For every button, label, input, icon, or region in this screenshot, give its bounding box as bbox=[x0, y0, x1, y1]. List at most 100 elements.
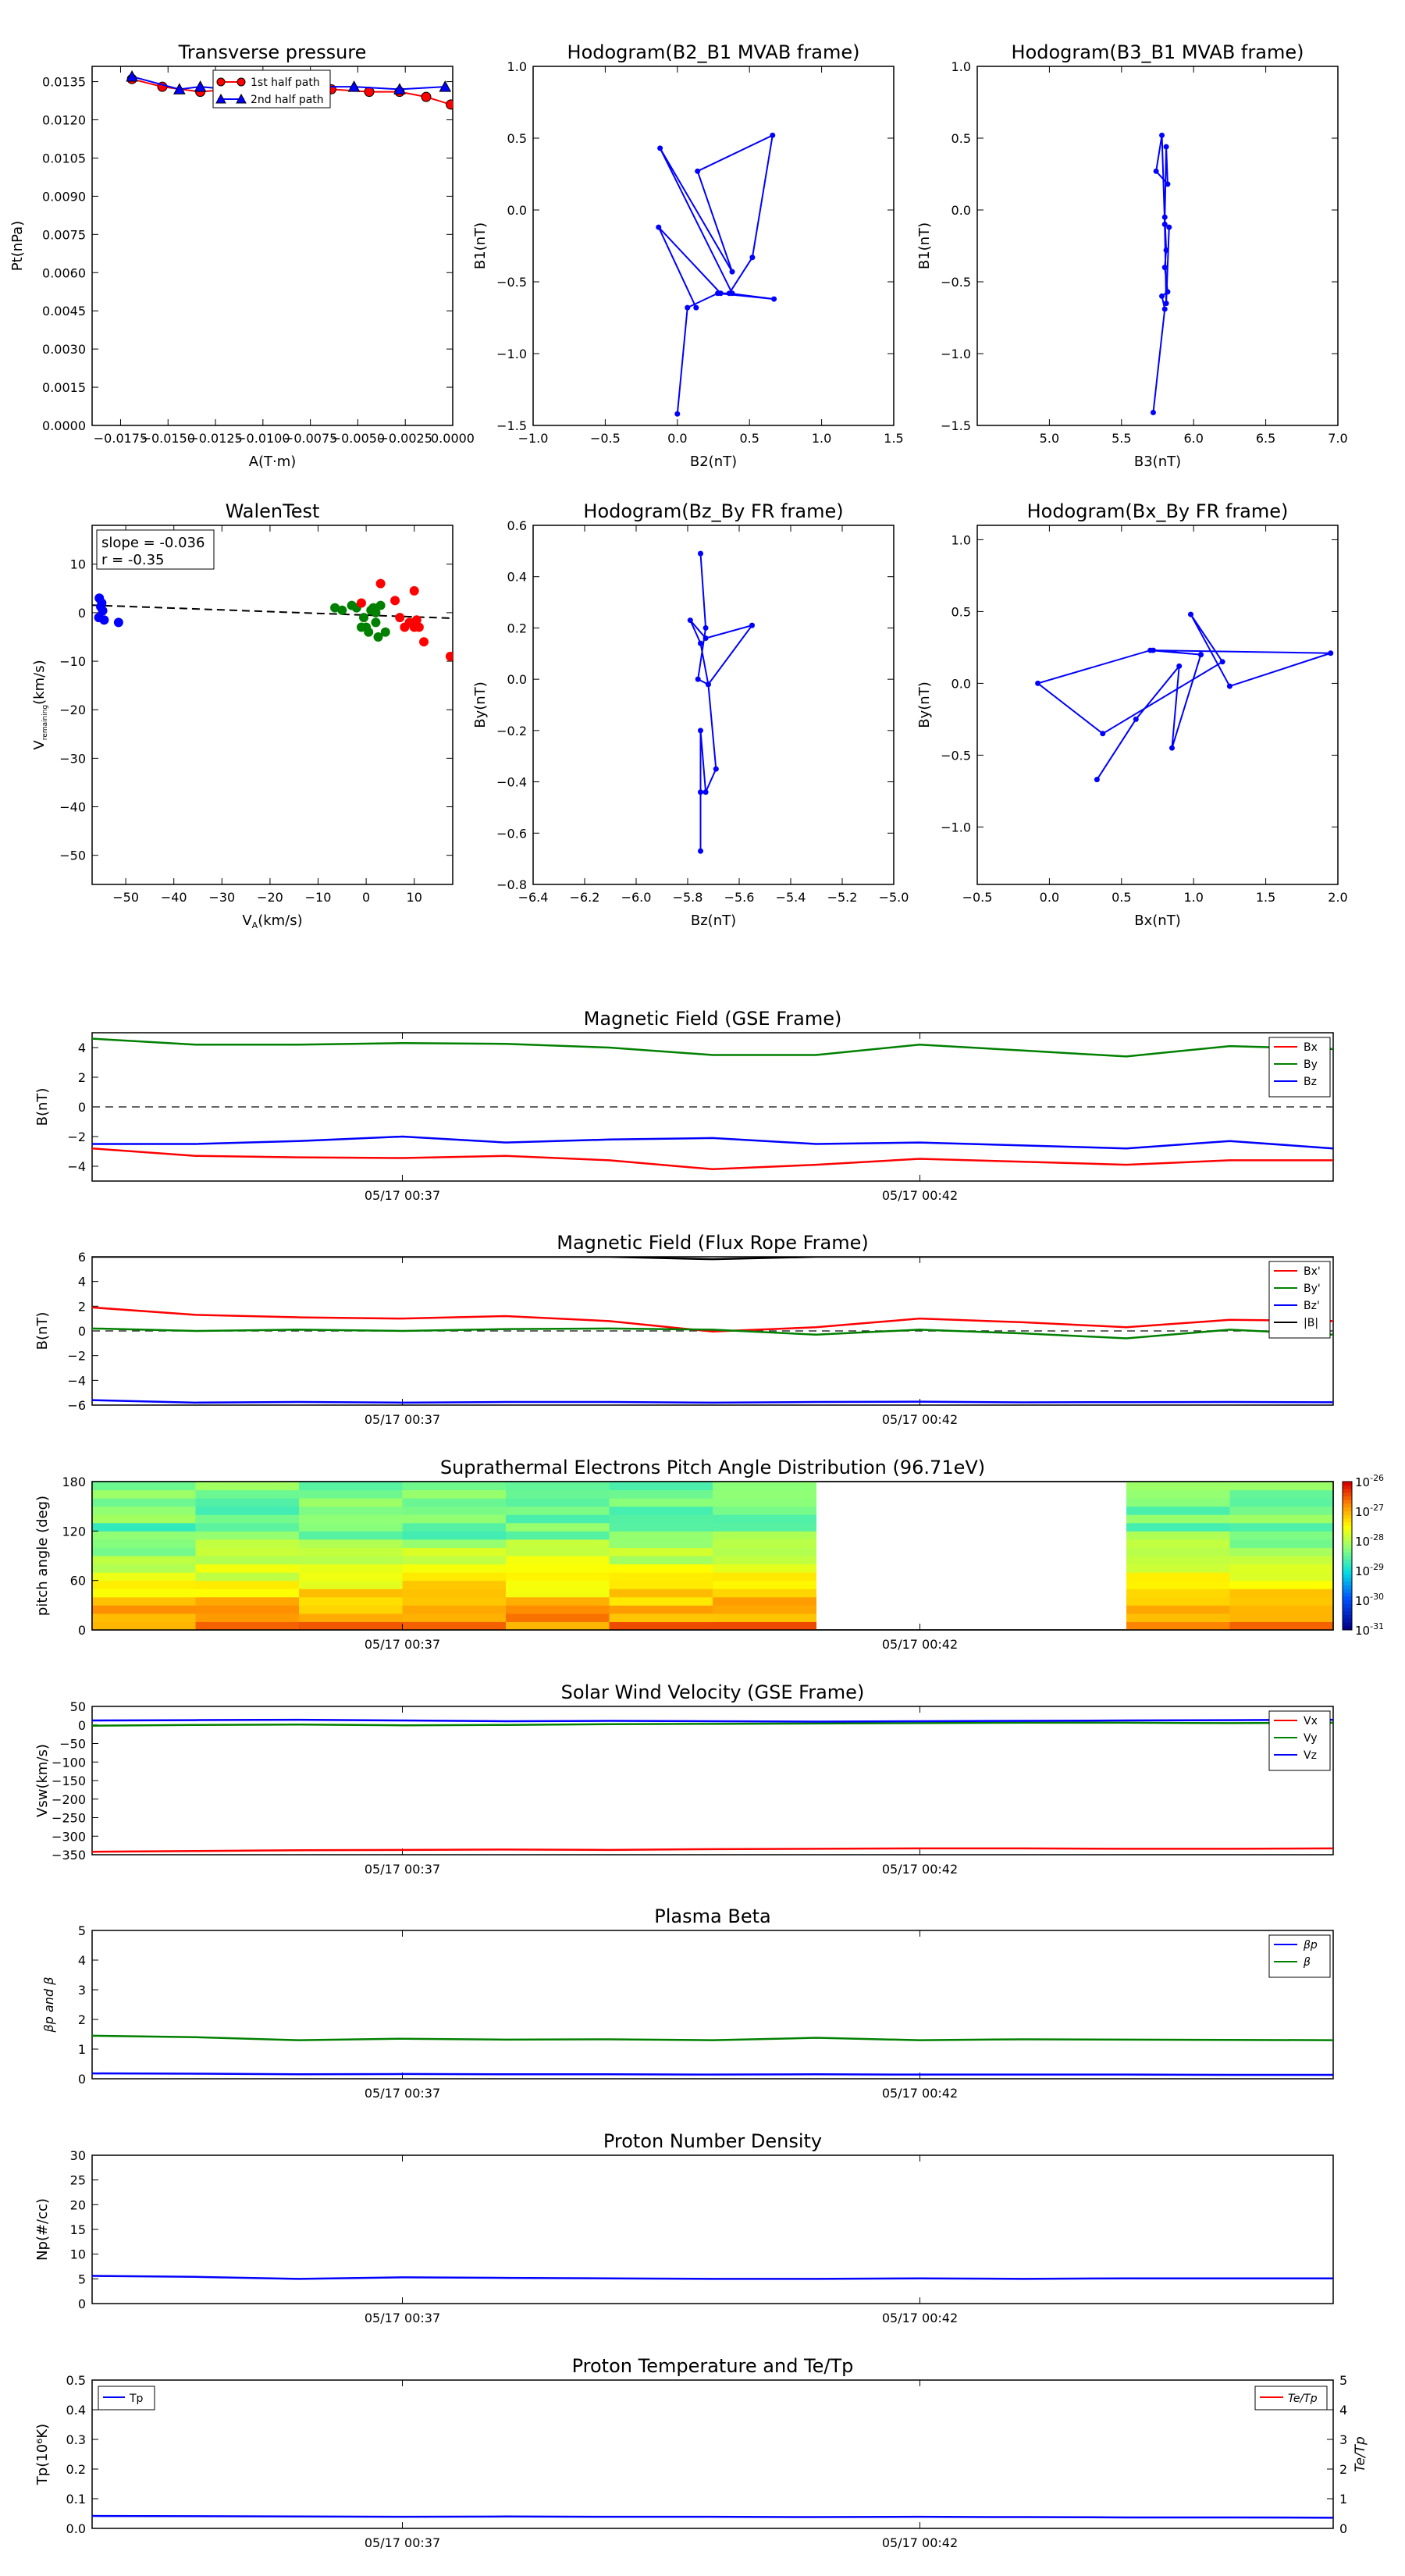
y-tick-label: 0.5 bbox=[507, 131, 527, 146]
heatmap-cell bbox=[1229, 1539, 1334, 1548]
data-point bbox=[113, 617, 123, 628]
x-tick-label: −1.0 bbox=[518, 431, 549, 446]
heatmap-cell bbox=[609, 1613, 713, 1622]
x-tick-label: −5.8 bbox=[673, 890, 703, 905]
x-tick-label: 05/17 00:37 bbox=[365, 1862, 440, 1877]
y-tick-label: 25 bbox=[70, 2173, 86, 2188]
heatmap-cell bbox=[1126, 1605, 1230, 1614]
colorbar-segment bbox=[1343, 1503, 1352, 1508]
heatmap-cell bbox=[1126, 1572, 1230, 1582]
legend: βp β bbox=[1268, 1934, 1331, 1978]
y-tick-label: 0 bbox=[78, 1623, 86, 1638]
legend: Bx By Bz bbox=[1268, 1037, 1331, 1098]
colorbar-exponent: -31 bbox=[1370, 1621, 1384, 1631]
heatmap-cell bbox=[713, 1498, 816, 1507]
y-tick-label: −1.0 bbox=[941, 347, 971, 361]
x-tick-label: −0.5 bbox=[590, 431, 621, 446]
data-point bbox=[698, 640, 703, 646]
colorbar-segment bbox=[1343, 1567, 1352, 1571]
heatmap-cell bbox=[1126, 1613, 1230, 1622]
data-point bbox=[194, 80, 207, 92]
chart-title: Magnetic Field (GSE Frame) bbox=[584, 1008, 842, 1030]
x-tick-label: 05/17 00:42 bbox=[882, 1862, 958, 1877]
heatmap-cell bbox=[402, 1556, 507, 1565]
heatmap-cell bbox=[402, 1613, 507, 1622]
series-line-4 bbox=[92, 1257, 1333, 1261]
colorbar-base: 10 bbox=[1355, 1624, 1370, 1638]
legend-label: |B| bbox=[1304, 1317, 1318, 1329]
heatmap-cell bbox=[299, 1564, 403, 1573]
y-tick-label: 2 bbox=[78, 1299, 86, 1314]
heatmap-cell bbox=[195, 1531, 300, 1540]
data-point bbox=[1150, 409, 1156, 415]
heatmap-cell bbox=[299, 1589, 403, 1598]
data-point bbox=[375, 578, 386, 589]
plot-area bbox=[976, 525, 1339, 885]
plot-data bbox=[656, 132, 777, 417]
x-tick-label: 7.0 bbox=[1328, 431, 1347, 446]
x-tick-label: −0.0100 bbox=[236, 431, 290, 446]
heatmap-cell bbox=[609, 1572, 713, 1582]
chart-h4: Hodogram(Bx_By FR frame) −0.5 0.0 0.5 1.0 1.5… bbox=[916, 500, 1348, 929]
y-tick-label: −1.5 bbox=[496, 418, 527, 433]
heatmap-cell bbox=[299, 1482, 403, 1491]
colorbar-segment bbox=[1343, 1489, 1352, 1493]
legend-box bbox=[212, 69, 331, 109]
colorbar-segment bbox=[1343, 1537, 1352, 1542]
heatmap-cell bbox=[609, 1564, 713, 1573]
heatmap-cell bbox=[609, 1506, 713, 1515]
chart-ts1: Magnetic Field (GSE Frame) −4 −2 0 2 4 05/17 0… bbox=[34, 1008, 1334, 1203]
heatmap-cell bbox=[92, 1605, 196, 1614]
chart-title: Plasma Beta bbox=[654, 1905, 770, 1927]
heatmap-cell bbox=[195, 1506, 300, 1515]
heatmap-cell bbox=[506, 1482, 610, 1491]
y-axis-label: Tp(10⁶K) bbox=[34, 2424, 51, 2485]
colorbar-segment bbox=[1343, 1615, 1352, 1620]
series-line-2 bbox=[92, 2034, 1333, 2041]
heatmap-cell bbox=[506, 1596, 610, 1606]
heatmap-cell bbox=[506, 1514, 610, 1524]
data-point bbox=[1100, 731, 1106, 737]
x-tick-label: −0.0125 bbox=[188, 431, 242, 446]
data-point bbox=[1161, 221, 1168, 227]
y-tick-label: 0.0 bbox=[507, 203, 527, 218]
chart-title: Suprathermal Electrons Pitch Angle Distr… bbox=[440, 1457, 985, 1478]
heatmap-cell bbox=[92, 1547, 196, 1557]
x-tick-label: −5.2 bbox=[827, 890, 858, 905]
series-line-3 bbox=[92, 1399, 1333, 1404]
x-axis-label: B3(nT) bbox=[1134, 454, 1181, 470]
heatmap-cell bbox=[713, 1514, 816, 1524]
y-tick-label: 0.0 bbox=[66, 2521, 86, 2536]
colorbar-segment bbox=[1343, 1500, 1352, 1504]
data-point bbox=[364, 87, 375, 98]
chart-title: Hodogram(Bz_By FR frame) bbox=[583, 500, 843, 522]
colorbar-border bbox=[1342, 1481, 1353, 1631]
colorbar-exponent: -26 bbox=[1370, 1473, 1384, 1483]
y-tick-label: −1.0 bbox=[941, 820, 971, 834]
heatmap-cell bbox=[92, 1531, 196, 1540]
data-point bbox=[1159, 293, 1165, 299]
y2-tick-label: 2 bbox=[1339, 2462, 1347, 2477]
colorbar-segment bbox=[1343, 1559, 1352, 1564]
legend-label: Bz' bbox=[1304, 1300, 1320, 1312]
heatmap-cell bbox=[195, 1613, 300, 1622]
y-tick-label: −200 bbox=[52, 1792, 86, 1807]
heatmap-cell bbox=[506, 1621, 610, 1631]
plot-data bbox=[1035, 611, 1334, 783]
plot-data bbox=[92, 2275, 1333, 2280]
y-tick-label: 0.0090 bbox=[42, 189, 86, 204]
y-tick-label: 120 bbox=[62, 1524, 86, 1539]
data-point bbox=[713, 766, 719, 772]
heatmap-cell bbox=[609, 1556, 713, 1565]
y-tick-label: −0.5 bbox=[496, 275, 527, 290]
x-tick-label: −0.0175 bbox=[94, 431, 148, 446]
legend-label: By' bbox=[1304, 1283, 1321, 1295]
plot-data bbox=[687, 550, 755, 854]
plot-data bbox=[1150, 132, 1172, 415]
heatmap-cell bbox=[195, 1514, 300, 1524]
series-line-3 bbox=[92, 1718, 1333, 1723]
chart-h1: Hodogram(B2_B1 MVAB frame) −1.0 −0.5 0.0 0.5… bbox=[472, 41, 904, 470]
y-tick-label: 0.2 bbox=[507, 621, 527, 635]
y-tick-label: 0.0075 bbox=[42, 227, 86, 242]
